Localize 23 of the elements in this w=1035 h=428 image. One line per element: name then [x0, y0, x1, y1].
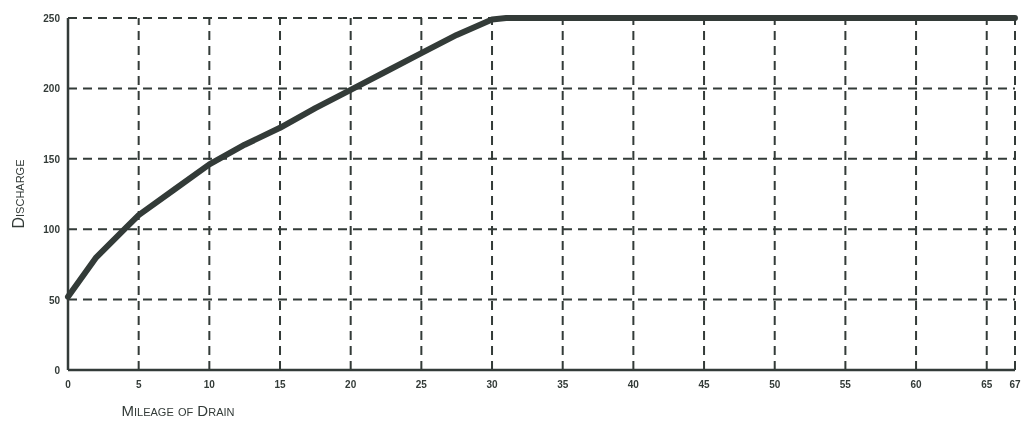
x-tick-label: 25 [415, 379, 428, 390]
x-tick-label: 65 [981, 379, 993, 390]
y-tick-label: 200 [43, 83, 61, 95]
y-tick-label: 100 [43, 224, 61, 236]
y-tick-label: 0 [54, 365, 61, 376]
x-tick-label: 5 [135, 379, 142, 390]
x-tick-label: 50 [769, 379, 781, 390]
x-tick-label: 10 [203, 379, 216, 390]
y-axis-title: Discharge [10, 159, 27, 229]
x-tick-label: 67 [1009, 379, 1021, 390]
x-tick-label: 60 [910, 379, 923, 390]
x-tick-label: 55 [839, 379, 852, 390]
y-tick-label: 50 [48, 294, 61, 306]
x-tick-label: 40 [627, 379, 640, 390]
x-tick-label: 30 [486, 379, 499, 390]
x-tick-label: 0 [65, 379, 72, 390]
x-tick-label: 20 [345, 379, 357, 390]
x-tick-label: 15 [274, 379, 287, 390]
y-tick-label: 250 [43, 13, 61, 24]
y-tick-label: 150 [43, 153, 61, 165]
x-tick-label: 35 [557, 379, 569, 390]
x-axis-title: Mileage of Drain [121, 402, 235, 419]
x-tick-label: 45 [698, 379, 711, 390]
